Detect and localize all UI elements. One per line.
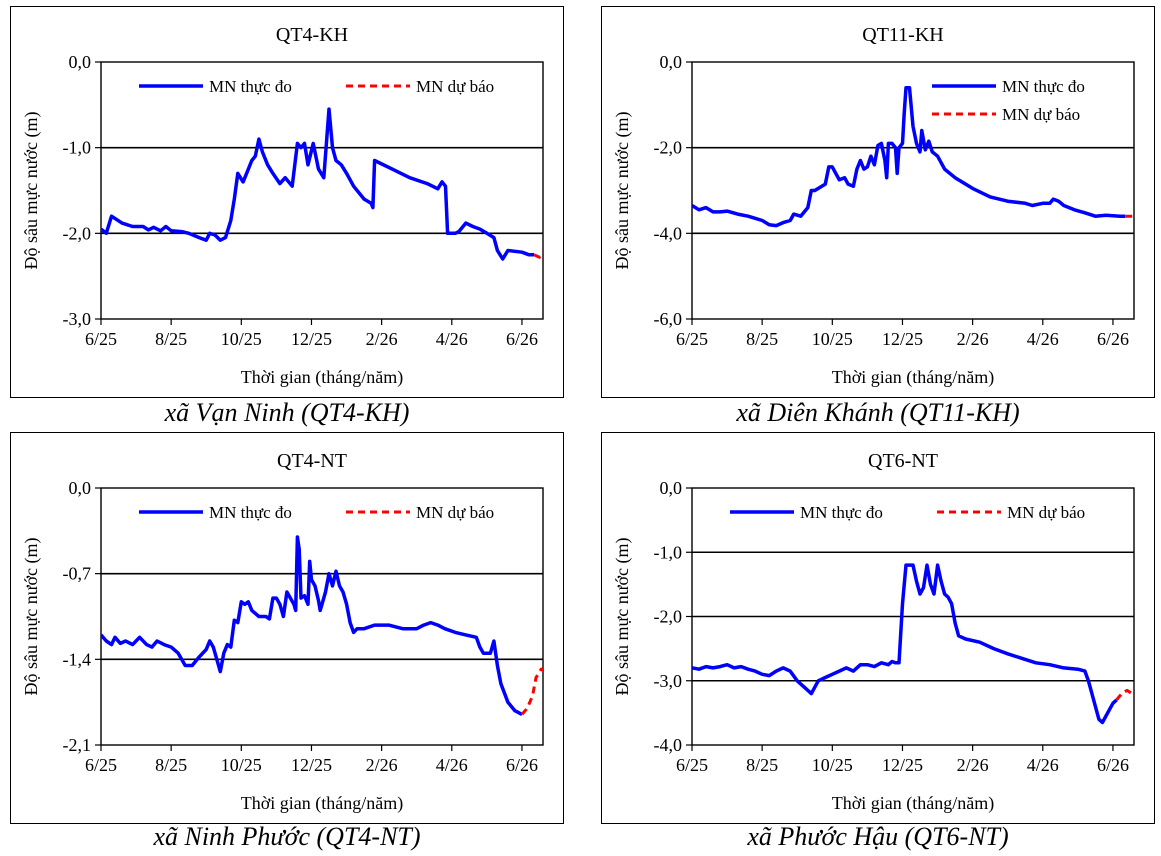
- caption-van-ninh: xã Vạn Ninh (QT4-KH): [164, 398, 410, 427]
- x-axis-label: Thời gian (tháng/năm): [832, 367, 994, 388]
- chart-panel-qt4-kh: QT4-KH 0,0 -1,0 -2,0 -3,0 6/25 8/25 10/25 12/25 2…: [10, 6, 564, 398]
- x-tick-label: 12/25: [882, 755, 923, 775]
- series-line-observed: [101, 535, 523, 716]
- y-tick-label: -4,0: [654, 223, 683, 243]
- y-tick-label: -2,1: [63, 735, 92, 755]
- series-line-forecast: [1115, 688, 1134, 701]
- chart-qt4-kh: QT4-KH 0,0 -1,0 -2,0 -3,06/25 8/25 10/25 12/25 2…: [21, 24, 544, 388]
- caption-phuoc-hau: xã Phước Hậu (QT6-NT): [747, 822, 1009, 851]
- x-tick-label: 4/26: [1027, 755, 1059, 775]
- chart-qt6-nt: QT6-NT 0,0 -1,0 -2,0 -3,0 -4,06/25 8/25 10/25 12…: [612, 450, 1135, 814]
- y-tick-label: -1,0: [654, 542, 683, 562]
- y-tick-label: 0,0: [660, 478, 683, 498]
- chart-panel-qt11-kh: QT11-KH 0,0 -2,0 -4,0 -6,0 6/25 8/25 10/25 12/25…: [601, 6, 1155, 398]
- series-line-observed: [692, 563, 1118, 725]
- x-tick-label: 6/26: [1097, 329, 1129, 349]
- legend-label: MN thực đo: [209, 77, 292, 96]
- y-tick-label: -1,0: [63, 138, 92, 158]
- x-tick-label: 8/25: [155, 329, 187, 349]
- plot-area: [100, 61, 544, 320]
- x-tick-label: 6/26: [506, 755, 538, 775]
- chart-qt4-nt: QT4-NT 0,0 -0,7 -1,4 -2,16/25 8/25 10/25 12/25 2…: [21, 450, 544, 814]
- x-tick-label: 12/25: [882, 329, 923, 349]
- x-tick-label: 10/25: [812, 755, 853, 775]
- chart-title: QT11-KH: [862, 24, 943, 46]
- y-tick-label: -4,0: [654, 735, 683, 755]
- y-tick-label: -2,0: [654, 607, 683, 627]
- chart-title: QT6-NT: [868, 450, 938, 472]
- x-tick-label: 10/25: [812, 329, 853, 349]
- series-line-observed: [101, 107, 535, 261]
- x-tick-label: 2/26: [957, 755, 989, 775]
- y-axis-label: Độ sâu mực nước (m): [21, 112, 42, 270]
- plot-area: [691, 61, 1135, 320]
- chart-panel-qt4-nt: QT4-NT 0,0 -0,7 -1,4 -2,1 6/25 8/25 10/25 12/25 2…: [10, 432, 564, 824]
- series-line-observed: [692, 85, 1126, 228]
- chart-title: QT4-KH: [276, 24, 348, 46]
- caption-dien-khanh: xã Diên Khánh (QT11-KH): [736, 398, 1020, 427]
- x-tick-label: 6/26: [1097, 755, 1129, 775]
- y-tick-label: -3,0: [654, 671, 683, 691]
- chart-panel-qt6-nt: QT6-NT 0,0 -1,0 -2,0 -3,0 -4,0 6/25 8/25 10/25 12…: [601, 432, 1155, 824]
- x-tick-label: 10/25: [221, 329, 262, 349]
- legend-label: MN dự báo: [1002, 105, 1080, 124]
- plot-area: [100, 487, 544, 746]
- x-tick-label: 6/26: [506, 329, 538, 349]
- x-tick-label: 6/25: [85, 755, 117, 775]
- x-tick-label: 8/25: [155, 755, 187, 775]
- x-tick-label: 2/26: [957, 329, 989, 349]
- series-line-forecast: [533, 253, 543, 259]
- x-tick-label: 12/25: [291, 755, 332, 775]
- legend-label: MN dự báo: [1007, 503, 1085, 522]
- x-tick-label: 4/26: [1027, 329, 1059, 349]
- caption-ninh-phuoc: xã Ninh Phước (QT4-NT): [153, 822, 421, 851]
- legend-label: MN thực đo: [800, 503, 883, 522]
- y-axis-label: Độ sâu mực nước (m): [612, 112, 633, 270]
- legend-label: MN thực đo: [1002, 77, 1085, 96]
- x-tick-label: 8/25: [746, 755, 778, 775]
- y-tick-label: 0,0: [69, 52, 92, 72]
- y-tick-label: -0,7: [63, 564, 92, 584]
- y-tick-label: 0,0: [69, 478, 92, 498]
- x-tick-label: 12/25: [291, 329, 332, 349]
- x-tick-label: 8/25: [746, 329, 778, 349]
- x-tick-label: 6/25: [676, 329, 708, 349]
- y-tick-label: -1,4: [63, 649, 92, 669]
- y-axis-label: Độ sâu mực nước (m): [612, 538, 633, 696]
- x-tick-label: 6/25: [85, 329, 117, 349]
- y-axis-label: Độ sâu mực nước (m): [21, 538, 42, 696]
- x-tick-label: 10/25: [221, 755, 262, 775]
- y-tick-label: -6,0: [654, 309, 683, 329]
- chart-title: QT4-NT: [277, 450, 347, 472]
- legend-label: MN dự báo: [416, 77, 494, 96]
- x-tick-label: 4/26: [436, 755, 468, 775]
- x-axis-label: Thời gian (tháng/năm): [832, 793, 994, 814]
- x-tick-label: 6/25: [676, 755, 708, 775]
- x-axis-label: Thời gian (tháng/năm): [241, 367, 403, 388]
- series-line-forecast: [520, 667, 543, 716]
- series-line-forecast: [1125, 214, 1134, 218]
- y-tick-label: -2,0: [654, 138, 683, 158]
- x-axis-label: Thời gian (tháng/năm): [241, 793, 403, 814]
- y-tick-label: -2,0: [63, 223, 92, 243]
- y-tick-label: 0,0: [660, 52, 683, 72]
- chart-qt11-kh: QT11-KH 0,0 -2,0 -4,0 -6,06/25 8/25 10/25 12/25…: [612, 24, 1135, 388]
- x-tick-label: 4/26: [436, 329, 468, 349]
- x-tick-label: 2/26: [366, 329, 398, 349]
- y-tick-label: -3,0: [63, 309, 92, 329]
- x-tick-label: 2/26: [366, 755, 398, 775]
- legend-label: MN thực đo: [209, 503, 292, 522]
- legend-label: MN dự báo: [416, 503, 494, 522]
